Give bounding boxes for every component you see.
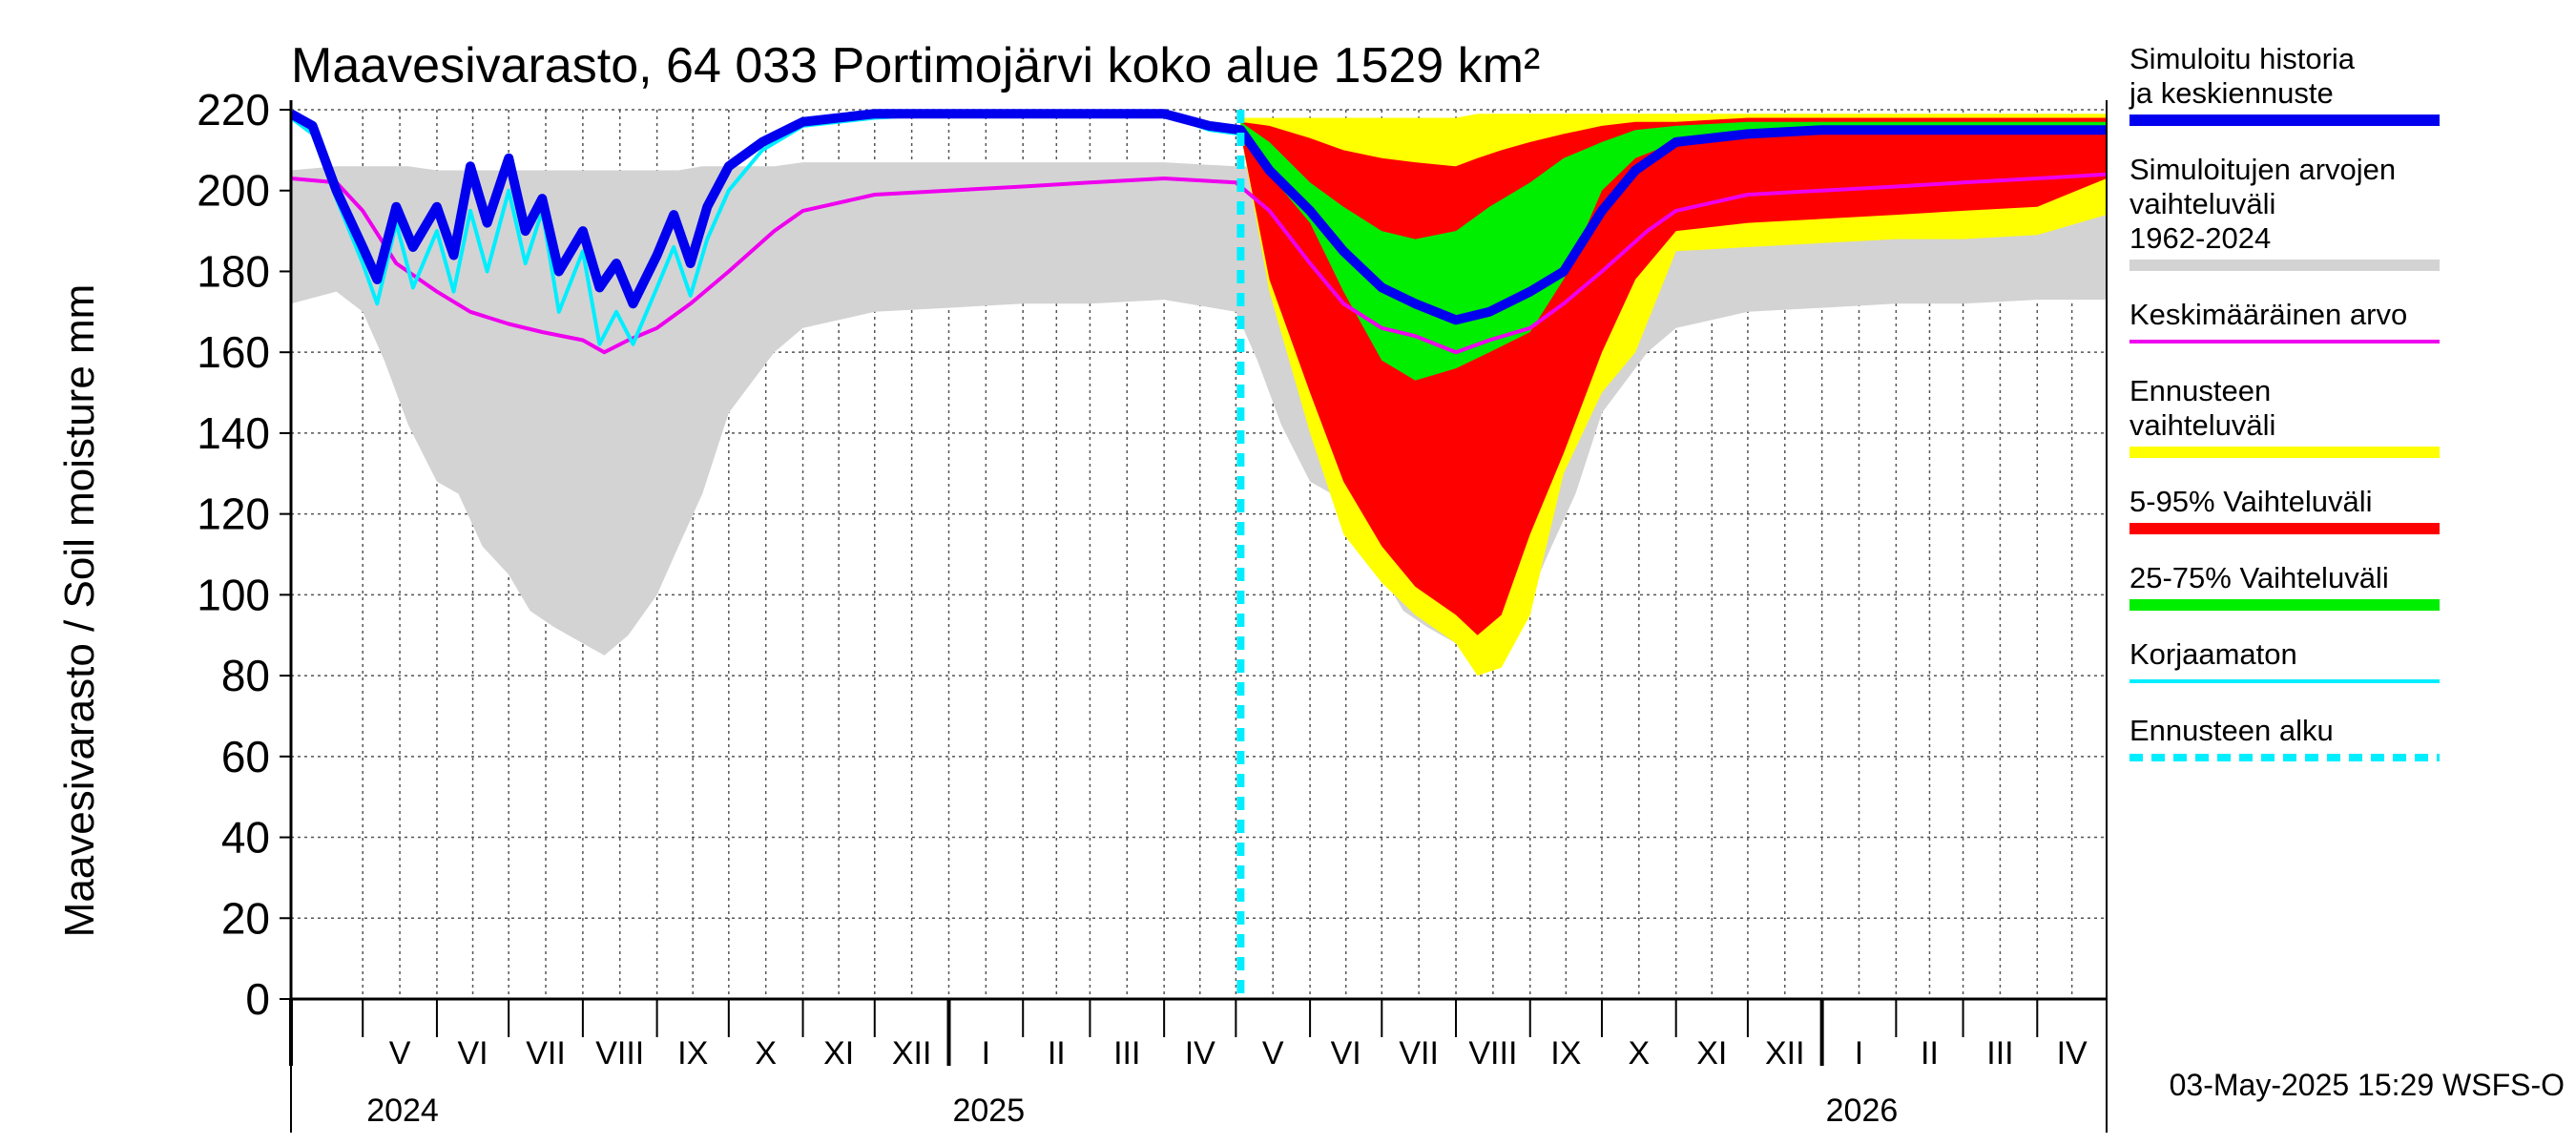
chart-title: Maavesivarasto, 64 033 Portimojärvi koko… [291,38,1540,94]
y-tick-label: 220 [197,85,270,135]
month-label: VIII [595,1035,644,1072]
month-label: II [1921,1035,1939,1072]
legend-item-keskimaarainen-arvo: Keskimääräinen arvo [2129,298,2440,344]
legend-item-korjaamaton: Korjaamaton [2129,637,2440,683]
legend-label: 25-75% Vaihteluväli [2129,561,2389,594]
series-group [291,109,2107,677]
month-label: XII [892,1035,932,1072]
month-label: VI [457,1035,488,1072]
legend-label: Simuloitujen arvojen vaihteluväli 1962-202… [2129,153,2396,255]
month-label: XI [1696,1035,1727,1072]
y-tick-label: 80 [221,651,270,700]
month-label: IV [2057,1035,2088,1072]
line-keskimaarainen-arvo [291,172,2107,355]
month-label: X [755,1035,777,1072]
y-axis-label: Maavesivarasto / Soil moisture mm [56,284,103,938]
y-tick-label: 0 [245,974,270,1024]
y-tick-label: 60 [221,732,270,781]
legend-label: 5-95% Vaihteluväli [2129,485,2372,518]
month-label: X [1628,1035,1650,1072]
year-label: 2024 [366,1093,439,1129]
y-tick-label: 160 [197,327,270,377]
legend-label: Korjaamaton [2129,637,2297,671]
month-label: II [1048,1035,1066,1072]
month-label: I [982,1035,990,1072]
month-label: IV [1185,1035,1215,1072]
month-label: IX [677,1035,708,1072]
month-label: VI [1331,1035,1361,1072]
legend-label: Ennusteen vaihteluväli [2129,374,2275,442]
legend-item-25-75-vaihteluvali: 25-75% Vaihteluväli [2129,561,2440,611]
month-label: V [1262,1035,1284,1072]
legend-item-ennusteen-alku: Ennusteen alku [2129,714,2440,761]
month-label: V [389,1035,411,1072]
month-label: III [1113,1035,1140,1072]
legend-item-5-95-vaihteluvali: 5-95% Vaihteluväli [2129,485,2440,534]
year-label: 2026 [1826,1093,1899,1129]
month-label: XII [1765,1035,1805,1072]
y-tick-label: 100 [197,570,270,619]
legend-label: Keskimääräinen arvo [2129,298,2407,331]
legend-item-ennusteen-vaihteluvali: Ennusteen vaihteluväli [2129,374,2440,458]
y-tick-label: 120 [197,489,270,539]
y-tick-label: 140 [197,408,270,458]
month-label: XI [823,1035,854,1072]
year-label: 2025 [952,1093,1025,1129]
month-label: VII [526,1035,566,1072]
line-simuloitu-historia-ja-keskiennuste [291,109,2107,325]
timestamp-footer: 03-May-2025 15:29 WSFS-O [2170,1068,2565,1102]
month-label: VII [1399,1035,1439,1072]
legend-label: Ennusteen alku [2129,714,2334,747]
month-label: I [1855,1035,1863,1072]
legend-label: Simuloitu historia ja keskiennuste [2129,42,2356,110]
month-label: III [1986,1035,2013,1072]
y-tick-label: 20 [221,893,270,943]
y-tick-label: 180 [197,246,270,296]
legend-item-simuloitu-historia-ja-keskiennuste: Simuloitu historia ja keskiennuste [2129,42,2440,126]
month-label: IX [1550,1035,1581,1072]
y-tick-label: 40 [221,813,270,863]
y-tick-label: 200 [197,166,270,216]
month-label: VIII [1468,1035,1517,1072]
legend: Simuloitu historia ja keskiennuste Simuloi… [2129,42,2440,761]
legend-item-simuloitujen-arvojen-vaihteluvali-1962-2024: Simuloitujen arvojen vaihteluväli 1962-202… [2129,153,2440,271]
